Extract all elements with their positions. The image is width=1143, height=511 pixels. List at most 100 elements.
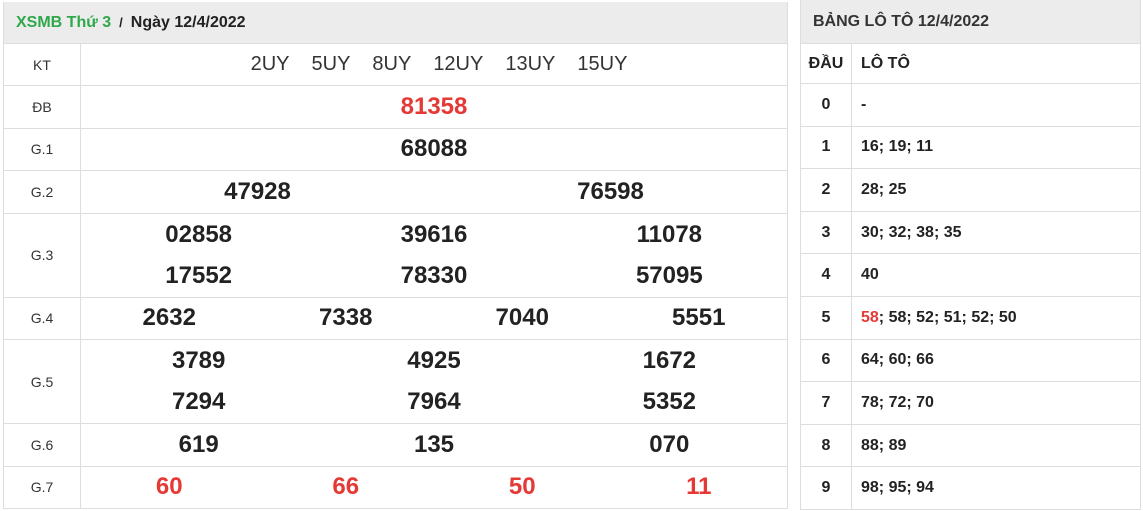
loto-row: 2 28; 25: [801, 168, 1140, 211]
loto-values: 78; 72; 70: [861, 393, 934, 411]
kt-code: 2UY: [250, 53, 290, 75]
loto-values: 58; 58; 52; 51; 52; 50: [861, 308, 1017, 326]
loto-head: 7: [801, 382, 852, 424]
kt-code: 12UY: [433, 53, 484, 75]
loto-value: 32: [888, 223, 907, 241]
prize-number: 619: [178, 430, 219, 458]
loto-value: 64: [861, 351, 879, 369]
prize-label: G.1: [4, 128, 81, 170]
prize-row: G.7 60 66 50 11: [4, 465, 787, 508]
loto-head: 8: [801, 424, 852, 467]
breadcrumb-separator: /: [119, 15, 123, 30]
loto-value: 72: [888, 393, 907, 411]
loto-value: 16: [861, 138, 879, 156]
loto-value: 52: [971, 308, 990, 326]
loto-values: 88; 89: [861, 436, 907, 454]
prize-label: G.6: [4, 424, 81, 466]
loto-value: 30: [861, 223, 879, 241]
loto-value: 51: [943, 308, 962, 326]
results-table: XSMB Thứ 3 / Ngày 12/4/2022 KT 2UY 5UY 8UY…: [3, 2, 788, 509]
prize-label: G.3: [4, 213, 81, 297]
loto-head: 3: [801, 211, 852, 254]
loto-row: 9 98; 95; 94: [801, 466, 1140, 509]
prize-row: G.4 2632 7338 7040 5551: [4, 296, 787, 339]
loto-row: 7 78; 72; 70: [801, 381, 1140, 424]
region-link[interactable]: XSMB Thứ 3: [16, 13, 112, 31]
prize-number: 47928: [224, 177, 291, 205]
prize-number: 60: [155, 473, 183, 501]
loto-values: 64; 60; 66: [861, 351, 934, 369]
prize-row: G.2 47928 76598: [4, 170, 787, 213]
loto-value: 88: [861, 436, 879, 454]
loto-value: 58: [861, 308, 879, 326]
loto-row: 8 88; 89: [801, 423, 1140, 467]
prize-number: 11078: [636, 220, 703, 248]
prize-label: G.7: [4, 466, 81, 508]
loto-value: 60: [888, 351, 907, 369]
loto-head: 0: [801, 84, 852, 126]
loto-row: 3 30; 32; 38; 35: [801, 210, 1140, 254]
prize-number: 7338: [319, 304, 373, 332]
loto-row: 5 58; 58; 52; 51; 52; 50: [801, 295, 1140, 339]
loto-value: 98: [861, 479, 879, 497]
loto-values: 28; 25: [861, 180, 907, 198]
prize-number: 135: [413, 430, 455, 458]
prize-row: G.1 68088: [4, 127, 787, 170]
prize-number: 7040: [495, 304, 549, 332]
loto-value: -: [861, 95, 867, 113]
prize-number: 7964: [407, 388, 461, 415]
prize-number: 5352: [642, 388, 697, 415]
loto-value: 95: [888, 479, 907, 497]
prize-label: G.5: [4, 340, 81, 423]
loto-head: 2: [801, 169, 852, 211]
draw-date: Ngày 12/4/2022: [130, 13, 246, 31]
loto-value: 40: [861, 266, 879, 284]
col-dau: ĐẦU: [801, 44, 852, 83]
loto-value: 28: [861, 180, 879, 198]
loto-value: 78: [861, 393, 879, 411]
loto-value: 89: [888, 436, 907, 454]
prize-number: 81358: [400, 92, 468, 120]
loto-value: 35: [943, 223, 962, 241]
prize-number: 76598: [577, 177, 644, 205]
prize-number: 66: [332, 473, 360, 501]
loto-value: 19: [888, 138, 907, 156]
prize-number: 4925: [407, 347, 461, 374]
loto-value: 25: [888, 180, 907, 198]
prize-number: 2632: [142, 304, 196, 332]
prize-number: 5551: [672, 304, 726, 332]
kt-code: 5UY: [311, 53, 351, 75]
loto-values: -: [852, 84, 866, 126]
loto-head: 9: [801, 467, 852, 509]
prize-row: ĐB 81358: [4, 85, 787, 128]
kt-code: 13UY: [505, 53, 556, 75]
loto-title: BẢNG LÔ TÔ 12/4/2022: [801, 0, 1140, 43]
prize-row: G.6 619 135 070: [4, 423, 787, 466]
prize-number: 68088: [400, 135, 468, 163]
loto-values: 30; 32; 38; 35: [861, 223, 962, 241]
prize-number: 17552: [165, 261, 233, 289]
loto-head: 1: [801, 126, 852, 169]
loto-value: 70: [916, 393, 934, 411]
loto-values: 16; 19; 11: [861, 138, 934, 156]
prize-number: 11: [686, 473, 712, 501]
prize-number: 3789: [171, 347, 226, 374]
loto-value: 11: [916, 138, 934, 156]
loto-head: 5: [801, 296, 852, 339]
col-loto: LÔ TÔ: [861, 54, 910, 72]
prize-number: 50: [508, 473, 536, 501]
loto-row: 0-: [801, 83, 1140, 126]
loto-value: 94: [916, 479, 934, 497]
kt-codes: 2UY 5UY 8UY 12UY 13UY 15UY: [81, 53, 787, 76]
loto-head-row: ĐẦU LÔ TÔ: [801, 43, 1140, 83]
loto-row: 1 16; 19; 11: [801, 125, 1140, 169]
prize-number: 57095: [635, 261, 703, 289]
prize-label: ĐB: [4, 86, 81, 128]
loto-value: 50: [998, 308, 1017, 326]
prize-number: 02858: [165, 220, 233, 248]
kt-row: KT 2UY 5UY 8UY 12UY 13UY 15UY: [4, 43, 787, 85]
results-header: XSMB Thứ 3 / Ngày 12/4/2022: [4, 2, 787, 43]
loto-table: BẢNG LÔ TÔ 12/4/2022 ĐẦU LÔ TÔ 0-1 16; 19…: [800, 0, 1141, 510]
prize-label: G.4: [4, 297, 81, 339]
kt-label: KT: [4, 44, 81, 85]
